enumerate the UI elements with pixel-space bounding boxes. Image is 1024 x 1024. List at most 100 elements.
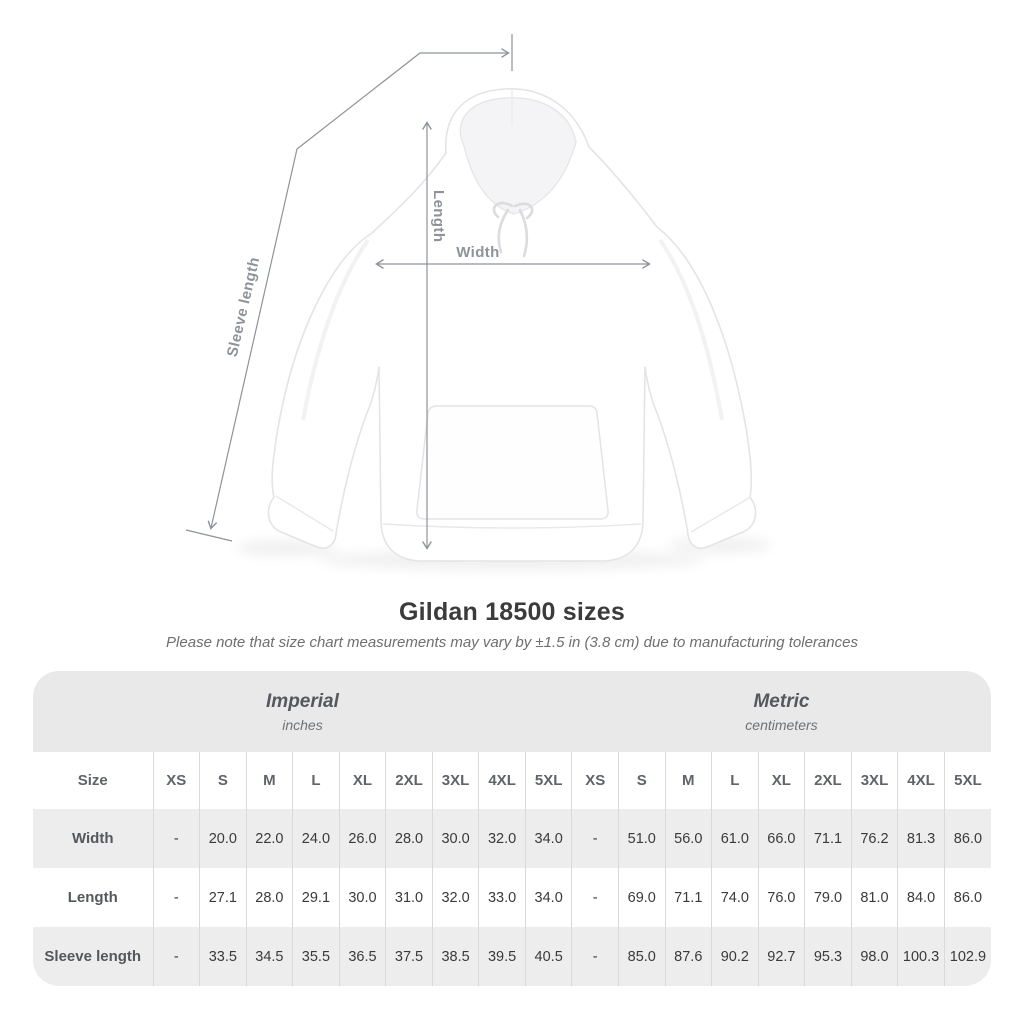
value-cell: 74.0	[711, 868, 759, 927]
length-label: Length	[430, 190, 447, 242]
value-cell: 87.6	[664, 927, 712, 986]
size-header-cell: 3XL	[431, 752, 479, 809]
value-cell: 92.7	[757, 927, 805, 986]
value-cell: 30.0	[338, 868, 386, 927]
size-header-cell: XS	[571, 752, 619, 809]
value-cell: -	[571, 809, 619, 868]
value-cell: 39.5	[478, 927, 526, 986]
right-cuff-seam	[690, 497, 750, 533]
size-header-cell: XL	[338, 752, 386, 809]
value-cell: 71.1	[664, 868, 712, 927]
value-cell: 56.0	[664, 809, 712, 868]
value-cell: 66.0	[757, 809, 805, 868]
imperial-unit: inches	[282, 716, 323, 733]
size-header-cell: 2XL	[804, 752, 852, 809]
value-cell: 84.0	[897, 868, 945, 927]
value-cell: 79.0	[804, 868, 852, 927]
unit-header-row: Imperial inches Metric centimeters	[33, 671, 991, 752]
imperial-label: Imperial	[266, 690, 339, 712]
sleeve-length-arrow	[207, 48, 510, 530]
value-cell: 85.0	[617, 927, 666, 986]
hoodie-illustration	[267, 88, 757, 562]
size-header-cell: 2XL	[385, 752, 433, 809]
sleeve-length-label: Sleeve length	[224, 255, 263, 358]
value-cell: 36.5	[338, 927, 386, 986]
row-label: Sleeve length	[33, 927, 153, 986]
measurement-annotations	[185, 34, 651, 550]
value-cell: -	[152, 927, 200, 986]
value-cell: 100.3	[897, 927, 945, 986]
value-cell: 32.0	[431, 868, 479, 927]
value-cell: 27.1	[199, 868, 247, 927]
value-cell: 76.2	[850, 809, 898, 868]
value-cell: 35.5	[292, 927, 340, 986]
size-header-cell: S	[617, 752, 666, 809]
value-cell: -	[152, 809, 200, 868]
value-cell: 102.9	[943, 927, 991, 986]
value-cell: 81.3	[897, 809, 945, 868]
size-header-cell: 5XL	[524, 752, 572, 809]
value-cell: 90.2	[711, 927, 759, 986]
value-cell: 28.0	[385, 809, 433, 868]
value-cell: -	[571, 868, 619, 927]
value-cell: 86.0	[943, 809, 991, 868]
table-row-width: Width - 20.0 22.0 24.0 26.0 28.0 30.0 32…	[33, 809, 991, 868]
hoodie-measurement-diagram: Width Length Sleeve length	[185, 34, 772, 570]
size-corner-label: Size	[33, 752, 153, 809]
value-cell: 71.1	[804, 809, 852, 868]
size-header-cell: 4XL	[897, 752, 945, 809]
kangaroo-pocket	[416, 405, 609, 520]
row-label: Length	[33, 868, 153, 927]
value-cell: 86.0	[943, 868, 991, 927]
table-row-sleeve-length: Sleeve length - 33.5 34.5 35.5 36.5 37.5…	[33, 927, 991, 986]
value-cell: 37.5	[385, 927, 433, 986]
table-row-length: Length - 27.1 28.0 29.1 30.0 31.0 32.0 3…	[33, 868, 991, 927]
value-cell: -	[571, 927, 619, 986]
value-cell: 22.0	[245, 809, 293, 868]
size-header-cell: S	[199, 752, 247, 809]
size-table-container: Imperial inches Metric centimeters Size …	[33, 671, 991, 986]
size-header-cell: 3XL	[850, 752, 898, 809]
value-cell: 24.0	[292, 809, 340, 868]
size-header-cell: L	[711, 752, 759, 809]
value-cell: 28.0	[245, 868, 293, 927]
value-cell: 34.0	[524, 868, 572, 927]
value-cell: 61.0	[711, 809, 759, 868]
size-header-cell: M	[245, 752, 293, 809]
row-label: Width	[33, 809, 153, 868]
value-cell: 32.0	[478, 809, 526, 868]
value-cell: 29.1	[292, 868, 340, 927]
value-cell: 30.0	[431, 809, 479, 868]
value-cell: 38.5	[431, 927, 479, 986]
value-cell: 33.0	[478, 868, 526, 927]
metric-header: Metric centimeters	[571, 671, 991, 752]
width-label: Width	[456, 244, 500, 261]
size-header-cell: L	[292, 752, 340, 809]
size-chart-table: Imperial inches Metric centimeters Size …	[33, 671, 991, 986]
size-header-cell: 5XL	[943, 752, 991, 809]
chart-subtitle: Please note that size chart measurements…	[166, 634, 858, 651]
value-cell: 20.0	[199, 809, 247, 868]
value-cell: 81.0	[850, 868, 898, 927]
metric-label: Metric	[753, 690, 810, 712]
size-header-cell: M	[664, 752, 712, 809]
value-cell: 98.0	[850, 927, 898, 986]
imperial-header: Imperial inches	[33, 671, 572, 752]
chart-title: Gildan 18500 sizes	[399, 598, 625, 626]
size-header-cell: XL	[757, 752, 805, 809]
value-cell: 51.0	[617, 809, 666, 868]
size-header-cell: XS	[152, 752, 200, 809]
value-cell: 40.5	[524, 927, 572, 986]
sleeve-bottom-tick	[185, 529, 233, 542]
value-cell: 34.5	[245, 927, 293, 986]
size-header-row: Size XS S M L XL 2XL 3XL 4XL 5XL XS S M …	[33, 752, 991, 809]
value-cell: 31.0	[385, 868, 433, 927]
value-cell: -	[152, 868, 200, 927]
value-cell: 76.0	[757, 868, 805, 927]
value-cell: 26.0	[338, 809, 386, 868]
value-cell: 33.5	[199, 927, 247, 986]
value-cell: 69.0	[617, 868, 666, 927]
size-header-cell: 4XL	[478, 752, 526, 809]
value-cell: 95.3	[804, 927, 852, 986]
